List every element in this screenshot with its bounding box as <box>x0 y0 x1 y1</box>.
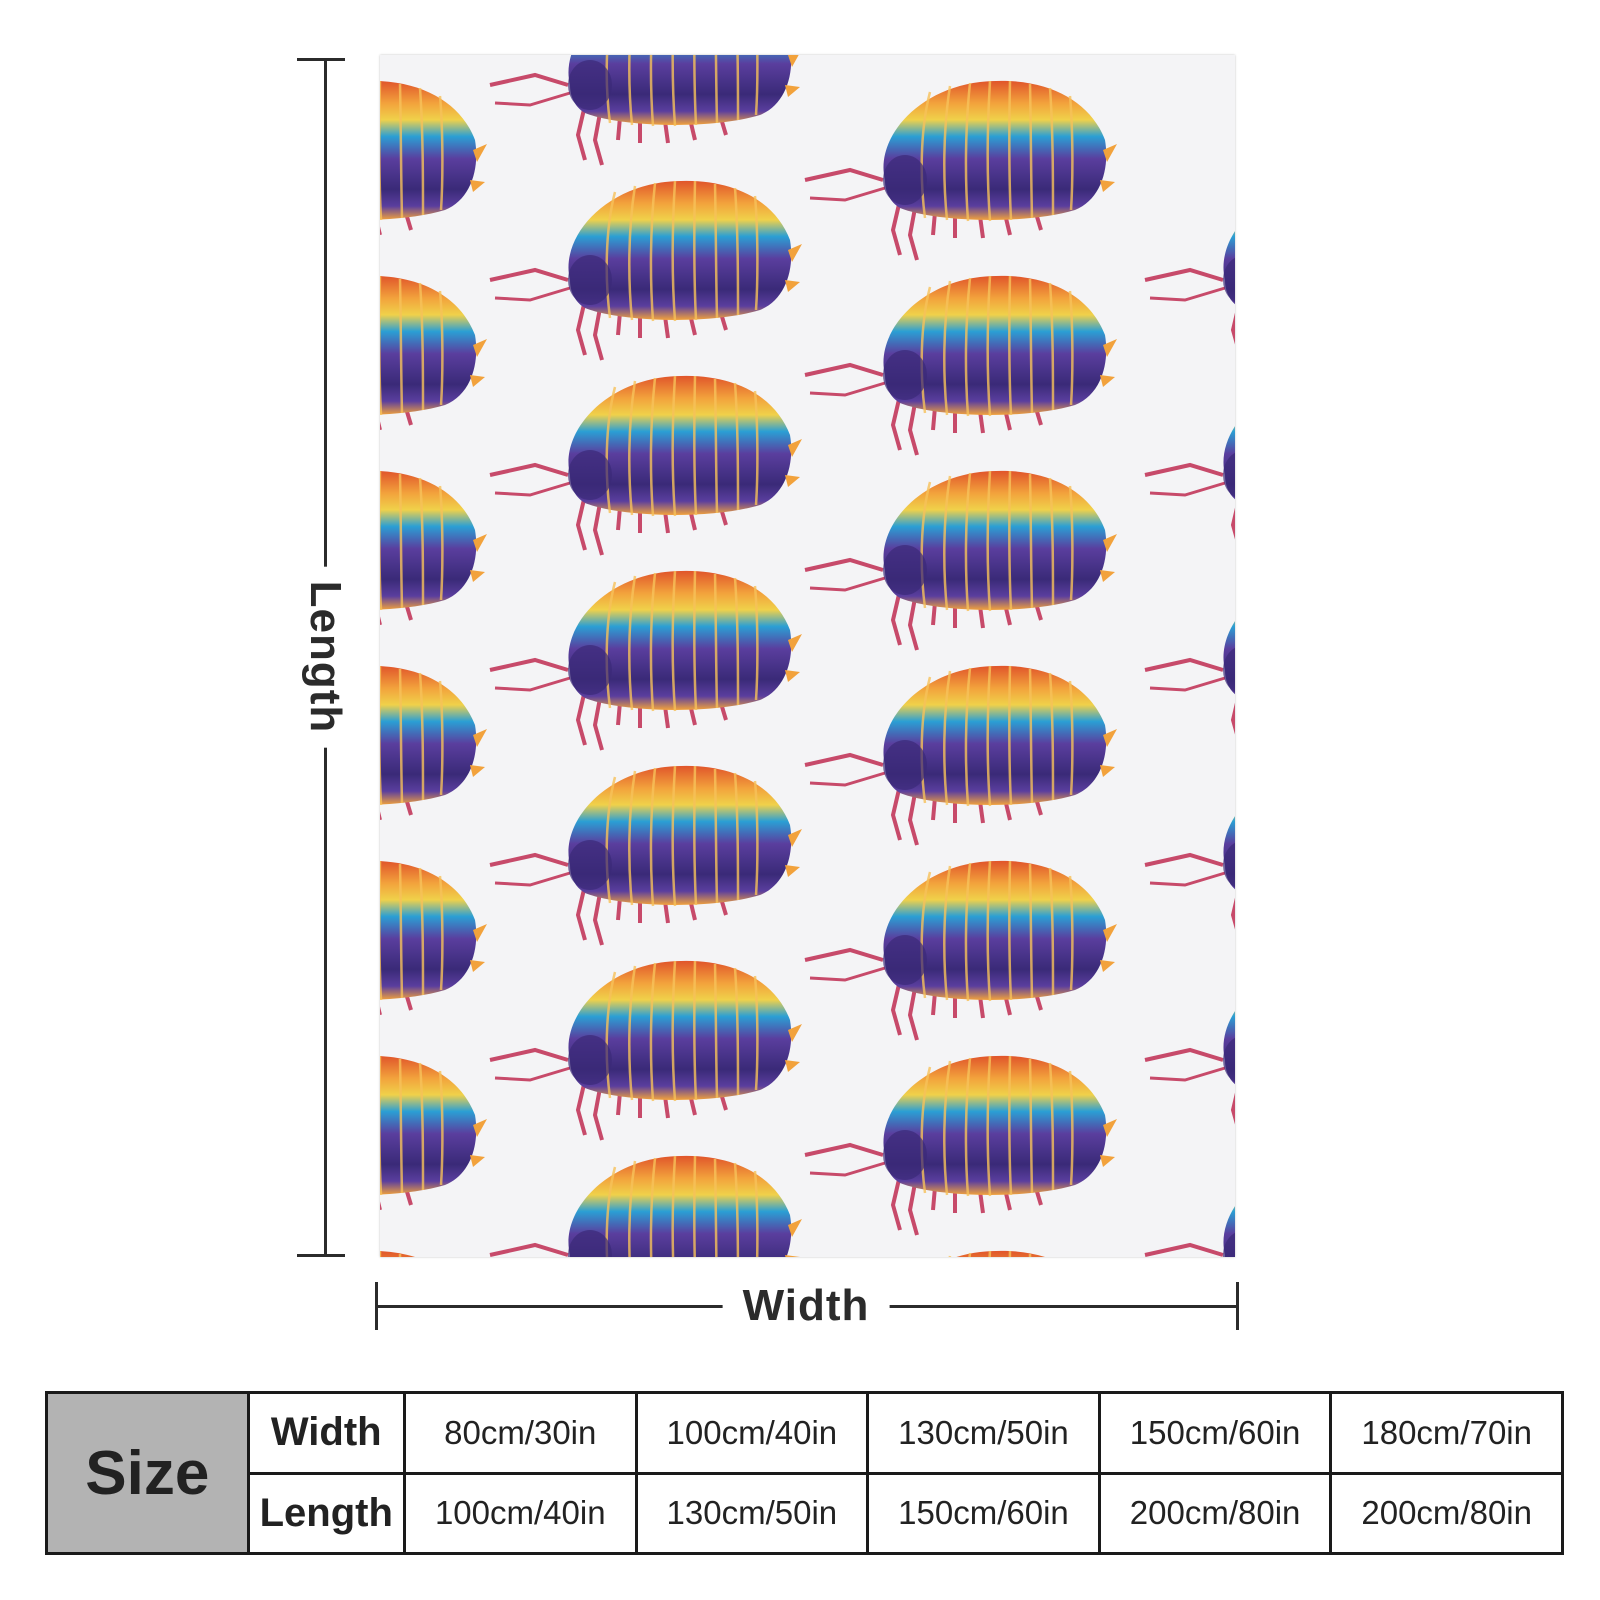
width-value-4: 150cm/60in <box>1097 1391 1333 1475</box>
length-value-5: 200cm/80in <box>1329 1471 1564 1555</box>
length-value-3: 150cm/60in <box>866 1471 1101 1555</box>
size-row-width: Size Width 80cm/30in 100cm/40in 130cm/50… <box>45 1391 1564 1555</box>
size-row-length: Length 100cm/40in 130cm/50in 150cm/60in … <box>47 1471 1564 1555</box>
blanket-pattern <box>380 55 1235 1257</box>
row-label-length: Length <box>246 1471 406 1555</box>
blanket-preview <box>380 55 1235 1257</box>
length-top-tick <box>297 58 345 61</box>
width-left-tick <box>375 1282 378 1330</box>
length-label: Length <box>300 566 350 748</box>
length-value-4: 200cm/80in <box>1097 1471 1333 1555</box>
row-label-width: Width <box>246 1391 406 1475</box>
length-value-1: 100cm/40in <box>402 1471 638 1555</box>
length-bottom-tick <box>297 1254 345 1257</box>
size-header: Size <box>45 1391 250 1555</box>
width-value-5: 180cm/70in <box>1329 1391 1564 1475</box>
width-value-2: 100cm/40in <box>634 1391 870 1475</box>
length-value-2: 130cm/50in <box>634 1471 870 1555</box>
size-table: Size Width 80cm/30in 100cm/40in 130cm/50… <box>45 1391 1564 1555</box>
width-right-tick <box>1236 1282 1239 1330</box>
width-value-3: 130cm/50in <box>866 1391 1101 1475</box>
width-value-1: 80cm/30in <box>402 1391 638 1475</box>
width-label: Width <box>722 1281 890 1331</box>
